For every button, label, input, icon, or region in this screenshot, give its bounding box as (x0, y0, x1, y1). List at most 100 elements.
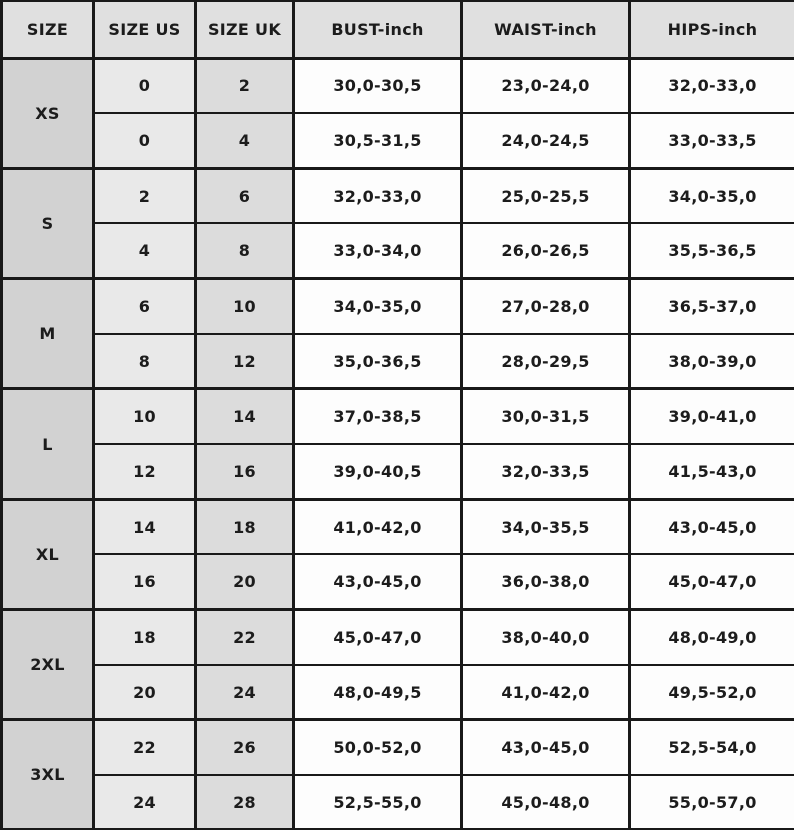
hips-cell: 48,0-49,0 (628, 608, 794, 666)
bust-cell: 32,0-33,0 (292, 166, 463, 225)
column-header-waist: WAIST-inch (460, 0, 631, 60)
waist-cell: 27,0-28,0 (460, 277, 631, 335)
size-uk-cell: 2 (194, 56, 295, 115)
waist-cell: 32,0-33,5 (460, 443, 631, 501)
hips-cell: 55,0-57,0 (628, 774, 794, 830)
size-us-cell: 2 (92, 166, 197, 225)
waist-cell: 26,0-26,5 (460, 222, 631, 280)
hips-cell: 52,5-54,0 (628, 718, 794, 777)
table-row: 4 8 33,0-34,0 26,0-26,5 35,5-36,5 (2, 222, 794, 280)
size-uk-cell: 12 (194, 332, 295, 390)
hips-cell: 41,5-43,0 (628, 443, 794, 501)
hips-cell: 43,0-45,0 (628, 497, 794, 556)
size-uk-cell: 26 (194, 718, 295, 777)
waist-cell: 25,0-25,5 (460, 166, 631, 225)
column-header-size-us: SIZE US (92, 0, 197, 60)
bust-cell: 30,0-30,5 (292, 56, 463, 115)
size-uk-cell: 16 (194, 443, 295, 501)
table-row: 0 4 30,5-31,5 24,0-24,5 33,0-33,5 (2, 112, 794, 170)
hips-cell: 36,5-37,0 (628, 277, 794, 335)
table-row: XS 0 2 30,0-30,5 23,0-24,0 32,0-33,0 (0, 56, 794, 170)
size-uk-cell: 14 (194, 387, 295, 446)
table-row: 24 28 52,5-55,0 45,0-48,0 55,0-57,0 (2, 774, 794, 830)
size-group-label: M (0, 277, 95, 390)
table-row: 2XL 18 22 45,0-47,0 38,0-40,0 48,0-49,0 (0, 608, 794, 721)
size-us-cell: 18 (92, 608, 197, 666)
size-us-cell: 22 (92, 718, 197, 777)
size-group-label: L (0, 387, 95, 501)
waist-cell: 24,0-24,5 (460, 112, 631, 170)
size-uk-cell: 20 (194, 553, 295, 611)
size-group-label: XL (0, 497, 95, 611)
table-row: S 2 6 32,0-33,0 25,0-25,5 34,0-35,0 (0, 166, 794, 280)
size-us-cell: 0 (92, 112, 197, 170)
size-uk-cell: 18 (194, 497, 295, 556)
bust-cell: 50,0-52,0 (292, 718, 463, 777)
hips-cell: 32,0-33,0 (628, 56, 794, 115)
waist-cell: 28,0-29,5 (460, 332, 631, 390)
column-header-size-uk: SIZE UK (194, 0, 295, 60)
waist-cell: 23,0-24,0 (460, 56, 631, 115)
bust-cell: 45,0-47,0 (292, 608, 463, 666)
size-uk-cell: 8 (194, 222, 295, 280)
table-row: 12 16 39,0-40,5 32,0-33,5 41,5-43,0 (2, 443, 794, 501)
size-uk-cell: 6 (194, 166, 295, 225)
bust-cell: 48,0-49,5 (292, 663, 463, 721)
size-us-cell: 8 (92, 332, 197, 390)
size-uk-cell: 22 (194, 608, 295, 666)
bust-cell: 34,0-35,0 (292, 277, 463, 335)
header-row: SIZE SIZE US SIZE UK BUST-inch WAIST-inch HIP… (0, 0, 794, 60)
waist-cell: 43,0-45,0 (460, 718, 631, 777)
table-row: 20 24 48,0-49,5 41,0-42,0 49,5-52,0 (2, 663, 794, 721)
size-us-cell: 6 (92, 277, 197, 335)
waist-cell: 34,0-35,5 (460, 497, 631, 556)
size-group-label: S (0, 166, 95, 280)
table-header: SIZE SIZE US SIZE UK BUST-inch WAIST-inch HIP… (0, 0, 794, 60)
size-us-cell: 12 (92, 443, 197, 501)
hips-cell: 38,0-39,0 (628, 332, 794, 390)
hips-cell: 33,0-33,5 (628, 112, 794, 170)
waist-cell: 30,0-31,5 (460, 387, 631, 446)
waist-cell: 41,0-42,0 (460, 663, 631, 721)
size-us-cell: 20 (92, 663, 197, 721)
size-uk-cell: 28 (194, 774, 295, 830)
bust-cell: 39,0-40,5 (292, 443, 463, 501)
hips-cell: 49,5-52,0 (628, 663, 794, 721)
size-us-cell: 4 (92, 222, 197, 280)
hips-cell: 35,5-36,5 (628, 222, 794, 280)
hips-cell: 45,0-47,0 (628, 553, 794, 611)
bust-cell: 37,0-38,5 (292, 387, 463, 446)
column-header-size: SIZE (0, 0, 95, 60)
table-body: XS 0 2 30,0-30,5 23,0-24,0 32,0-33,0 0 4 30,5-31… (0, 56, 794, 830)
column-header-hips: HIPS-inch (628, 0, 794, 60)
size-uk-cell: 24 (194, 663, 295, 721)
bust-cell: 52,5-55,0 (292, 774, 463, 830)
table-row: 3XL 22 26 50,0-52,0 43,0-45,0 52,5-54,0 (0, 718, 794, 830)
size-us-cell: 24 (92, 774, 197, 830)
size-uk-cell: 10 (194, 277, 295, 335)
size-us-cell: 10 (92, 387, 197, 446)
bust-cell: 43,0-45,0 (292, 553, 463, 611)
size-us-cell: 16 (92, 553, 197, 611)
bust-cell: 30,5-31,5 (292, 112, 463, 170)
table-row: XL 14 18 41,0-42,0 34,0-35,5 43,0-45,0 (0, 497, 794, 611)
table-row: 16 20 43,0-45,0 36,0-38,0 45,0-47,0 (2, 553, 794, 611)
waist-cell: 45,0-48,0 (460, 774, 631, 830)
waist-cell: 38,0-40,0 (460, 608, 631, 666)
size-us-cell: 14 (92, 497, 197, 556)
hips-cell: 39,0-41,0 (628, 387, 794, 446)
column-header-bust: BUST-inch (292, 0, 463, 60)
bust-cell: 33,0-34,0 (292, 222, 463, 280)
waist-cell: 36,0-38,0 (460, 553, 631, 611)
size-group-label: XS (0, 56, 95, 170)
size-us-cell: 0 (92, 56, 197, 115)
table-row: 8 12 35,0-36,5 28,0-29,5 38,0-39,0 (2, 332, 794, 390)
bust-cell: 35,0-36,5 (292, 332, 463, 390)
size-uk-cell: 4 (194, 112, 295, 170)
hips-cell: 34,0-35,0 (628, 166, 794, 225)
size-group-label: 2XL (0, 608, 95, 721)
size-group-label: 3XL (0, 718, 95, 830)
table-row: L 10 14 37,0-38,5 30,0-31,5 39,0-41,0 (0, 387, 794, 501)
table-row: M 6 10 34,0-35,0 27,0-28,0 36,5-37,0 (0, 277, 794, 390)
